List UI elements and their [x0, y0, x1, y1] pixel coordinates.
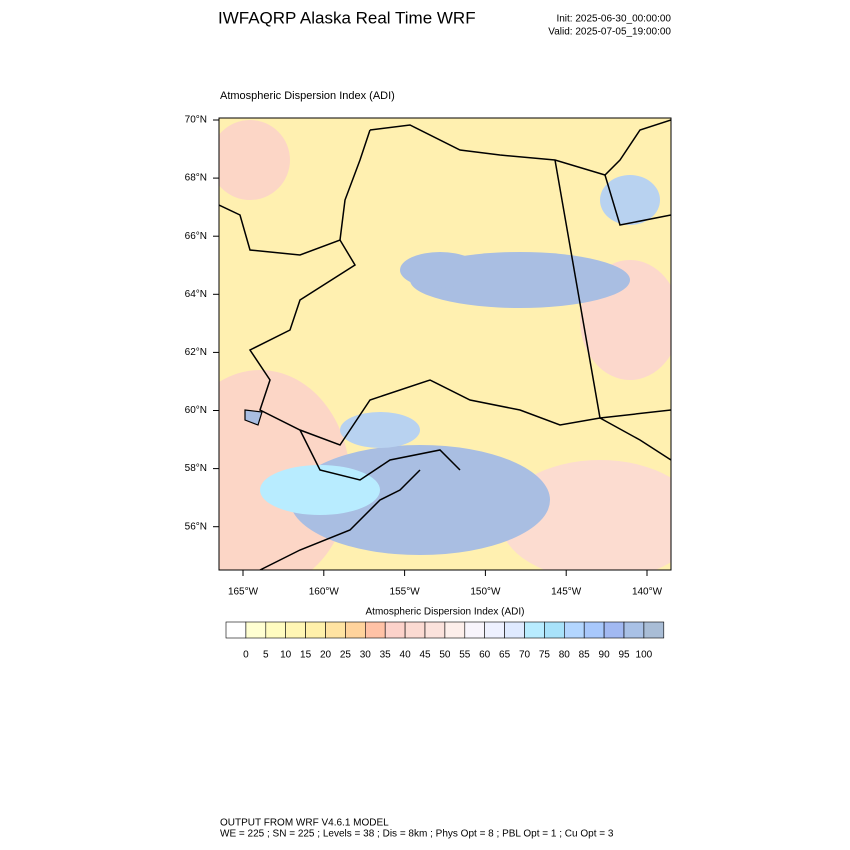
colorbar-label: 30	[360, 650, 372, 661]
lat-label: 58°N	[185, 463, 207, 474]
colorbar-box	[544, 621, 565, 639]
colorbar: 0 5 10 15 20 25 30 35 40 45 50 55 60 65 70 75 80 85 90 95 10…	[225, 621, 665, 661]
lon-label: 150°W	[470, 587, 501, 598]
colorbar-box	[245, 621, 267, 639]
colorbar-box	[583, 621, 605, 639]
title: IWFAQRP Alaska Real Time WRF	[218, 8, 476, 27]
colorbar-label: 40	[400, 650, 412, 661]
colorbar-box	[265, 621, 286, 639]
lat-label: 68°N	[185, 173, 207, 184]
colorbar-box	[345, 621, 366, 639]
colorbar-box	[424, 621, 446, 639]
colorbar-label: 45	[419, 650, 431, 661]
lon-label: 155°W	[390, 587, 421, 598]
colorbar-label: 55	[459, 650, 471, 661]
colorbar-label: 75	[539, 650, 551, 661]
lat-label: 56°N	[185, 521, 207, 532]
lon-axis: 165°W 160°W 155°W 150°W 145°W 140°W	[228, 570, 663, 598]
colorbar-label: 25	[340, 650, 352, 661]
lat-label: 64°N	[185, 289, 207, 300]
lat-label: 60°N	[185, 405, 207, 416]
colorbar-label: 10	[280, 650, 292, 661]
colorbar-label: 95	[618, 650, 630, 661]
colorbar-label: 60	[479, 650, 491, 661]
colorbar-label: 100	[636, 650, 653, 661]
lat-label: 62°N	[185, 347, 207, 358]
lat-label: 70°N	[185, 115, 207, 126]
map-frame	[218, 117, 672, 571]
colorbar-label: 85	[579, 650, 591, 661]
colorbar-label: 90	[599, 650, 611, 661]
colorbar-box	[464, 621, 485, 639]
colorbar-box	[404, 621, 426, 639]
colorbar-label: 50	[439, 650, 451, 661]
colorbar-label: 20	[320, 650, 332, 661]
footer-line: OUTPUT FROM WRF V4.6.1 MODEL	[220, 818, 389, 829]
map-field	[219, 118, 671, 570]
colorbar-box	[444, 621, 466, 639]
init-time: Init: 2025-06-30_00:00:00	[556, 14, 671, 25]
colorbar-box	[504, 621, 525, 639]
colorbar-box	[305, 621, 326, 639]
colorbar-box	[384, 621, 406, 639]
lat-axis: 70°N 68°N 66°N 64°N 62°N 60°N 58°N 56°N	[185, 115, 219, 532]
lat-label: 66°N	[185, 231, 207, 242]
colorbar-box	[325, 621, 346, 639]
colorbar-box	[364, 621, 386, 639]
footer-line: WE = 225 ; SN = 225 ; Levels = 38 ; Dis …	[220, 829, 614, 840]
colorbar-box	[524, 621, 545, 639]
lon-label: 145°W	[551, 587, 582, 598]
colorbar-label: 5	[263, 650, 269, 661]
colorbar-label: 35	[380, 650, 392, 661]
colorbar-box	[285, 621, 306, 639]
colorbar-label: 65	[499, 650, 511, 661]
colorbar-box	[603, 621, 625, 639]
colorbar-label: 0	[243, 650, 249, 661]
colorbar-label: 80	[559, 650, 571, 661]
colorbar-box	[643, 621, 665, 639]
colorbar-label: 15	[300, 650, 312, 661]
colorbar-box	[563, 621, 585, 639]
valid-time: Valid: 2025-07-05_19:00:00	[548, 27, 671, 38]
lon-label: 140°W	[632, 587, 663, 598]
colorbar-label: 70	[519, 650, 531, 661]
map-title: Atmospheric Dispersion Index (ADI)	[220, 90, 395, 102]
colorbar-box	[623, 621, 645, 639]
lon-label: 165°W	[228, 587, 259, 598]
colorbar-title: Atmospheric Dispersion Index (ADI)	[366, 607, 525, 618]
lon-label: 160°W	[309, 587, 340, 598]
colorbar-box	[484, 621, 505, 639]
colorbar-box	[225, 621, 247, 639]
